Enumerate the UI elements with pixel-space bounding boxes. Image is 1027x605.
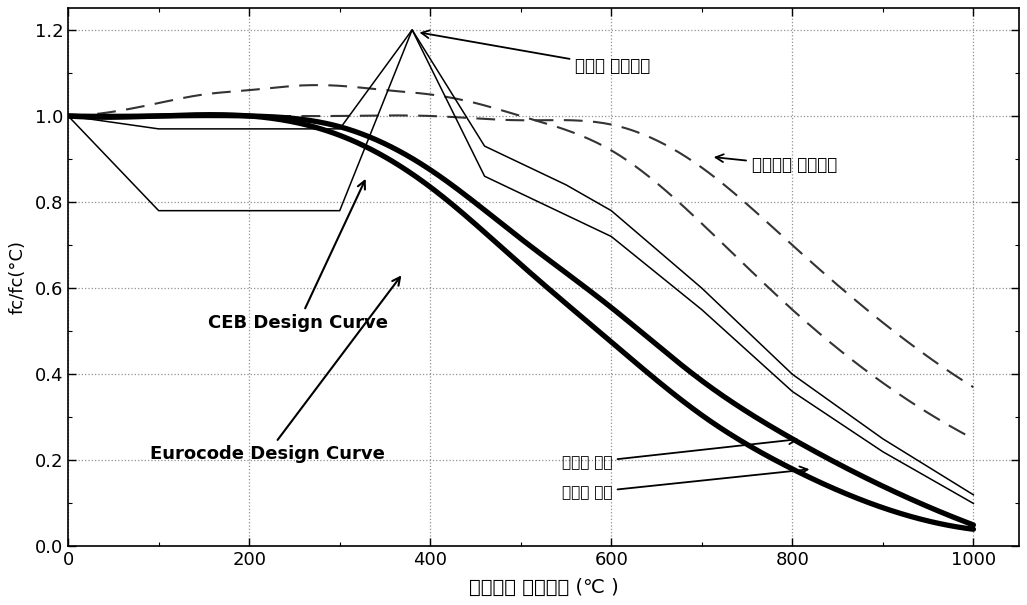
Text: 고강도 콘크리트: 고강도 콘크리트 bbox=[421, 30, 650, 76]
Text: 실리카 골재: 실리카 골재 bbox=[562, 436, 797, 470]
Y-axis label: fc/fc(°C): fc/fc(°C) bbox=[8, 240, 27, 315]
Text: 보통강도 콘크리트: 보통강도 콘크리트 bbox=[716, 154, 837, 174]
Text: CEB Design Curve: CEB Design Curve bbox=[208, 181, 388, 332]
Text: 석회암 골재: 석회암 골재 bbox=[562, 466, 807, 500]
Text: Eurocode Design Curve: Eurocode Design Curve bbox=[150, 277, 401, 463]
X-axis label: 콘크리트 내부온도 (℃ ): 콘크리트 내부온도 (℃ ) bbox=[468, 578, 618, 597]
